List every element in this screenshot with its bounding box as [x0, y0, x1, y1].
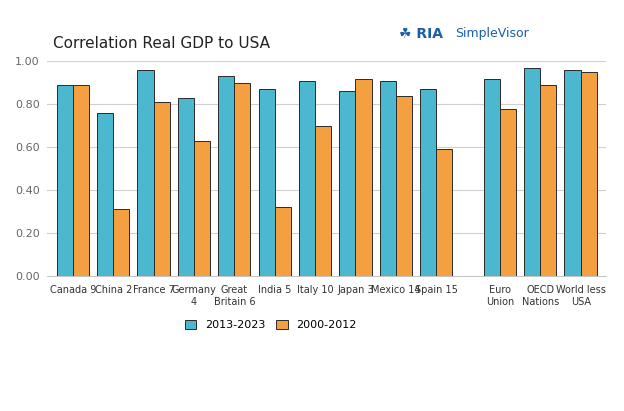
- Bar: [500, 109, 516, 276]
- Bar: [420, 89, 436, 276]
- Bar: [73, 85, 89, 276]
- Bar: [524, 68, 540, 276]
- Bar: [565, 70, 581, 276]
- Bar: [396, 96, 412, 276]
- Bar: [540, 85, 557, 276]
- Bar: [339, 92, 356, 276]
- Bar: [436, 149, 452, 276]
- Legend: 2013-2023, 2000-2012: 2013-2023, 2000-2012: [185, 320, 357, 330]
- Text: ☘ RIA: ☘ RIA: [399, 27, 444, 41]
- Bar: [275, 207, 291, 276]
- Bar: [484, 79, 500, 276]
- Bar: [315, 126, 331, 276]
- Bar: [154, 102, 170, 276]
- Bar: [258, 89, 275, 276]
- Bar: [113, 210, 129, 276]
- Bar: [194, 141, 210, 276]
- Bar: [235, 83, 250, 276]
- Bar: [57, 85, 73, 276]
- Bar: [178, 98, 194, 276]
- Bar: [299, 81, 315, 276]
- Bar: [379, 81, 396, 276]
- Bar: [137, 70, 154, 276]
- Bar: [356, 79, 371, 276]
- Text: SimpleVisor: SimpleVisor: [456, 27, 529, 40]
- Bar: [97, 113, 113, 276]
- Bar: [581, 72, 597, 276]
- Bar: [218, 76, 235, 276]
- Text: Correlation Real GDP to USA: Correlation Real GDP to USA: [53, 35, 270, 51]
